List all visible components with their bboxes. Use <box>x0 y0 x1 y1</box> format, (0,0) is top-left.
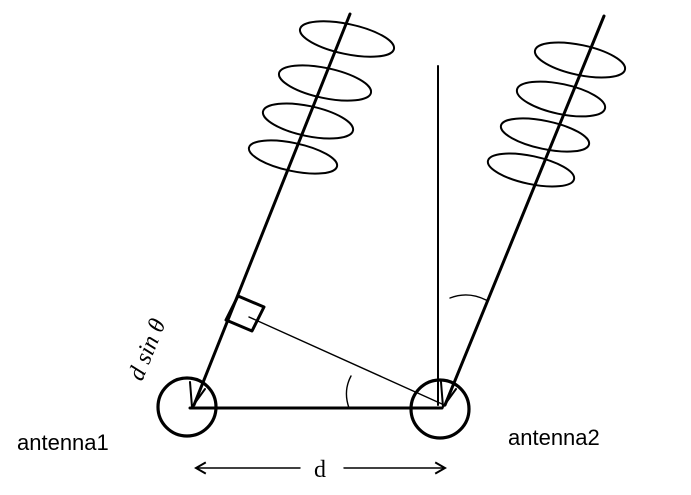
path-difference-prefix: d sin <box>123 326 167 384</box>
antenna1-label: antenna1 <box>17 430 109 455</box>
perpendicular-line <box>248 316 443 405</box>
wavefronts-right <box>486 41 627 188</box>
antenna1-ring <box>156 376 218 438</box>
theta-arc-bottom <box>345 375 352 409</box>
wavefront-ellipse <box>277 64 373 102</box>
antenna2-ring <box>409 378 471 440</box>
wavefront-ellipse <box>247 139 339 175</box>
path-difference-label: d sin θ <box>123 315 171 384</box>
wavefront-ellipse <box>499 117 591 153</box>
wavefront-ellipse <box>486 152 576 188</box>
incident-ray-left <box>192 12 352 407</box>
spacing-label: d <box>314 457 326 483</box>
right-angle-marker <box>224 294 266 333</box>
wavefront-ellipse <box>533 41 627 79</box>
theta-arc-top <box>449 294 487 301</box>
wavefront-ellipse <box>298 20 396 58</box>
wavefronts-left <box>247 20 396 175</box>
incident-ray-right <box>443 14 606 407</box>
antenna2-label: antenna2 <box>508 425 600 450</box>
wavefront-ellipse <box>515 80 607 118</box>
wavefront-ellipse <box>261 102 355 140</box>
